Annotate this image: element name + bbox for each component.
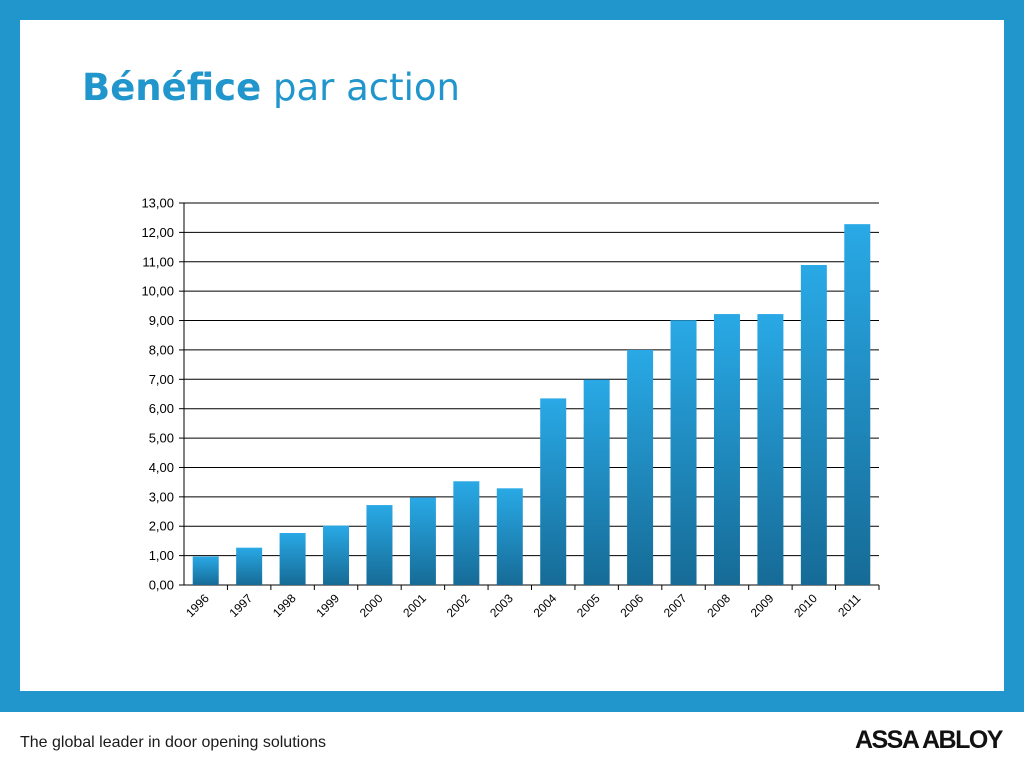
x-tick-labels: 1996 1997 1998 1999 2000 2001 2002 2003 2004 2005… xyxy=(183,591,864,620)
y-tick-label: 0,00 xyxy=(149,578,174,593)
x-tick-label-1999: 1999 xyxy=(313,591,342,620)
x-tick-label-1998: 1998 xyxy=(270,591,299,620)
x-tick-label-1996: 1996 xyxy=(183,591,212,620)
bar-1997 xyxy=(236,547,263,585)
slide-title: Bénéfice par action xyxy=(82,66,460,109)
bar-1999 xyxy=(323,525,350,585)
x-tick-label-1997: 1997 xyxy=(226,591,255,620)
title-bold-word: Bénéfice xyxy=(82,66,262,109)
x-tick-label-2008: 2008 xyxy=(704,591,733,620)
bar-2002 xyxy=(453,481,480,585)
y-tick-label: 6,00 xyxy=(149,401,174,416)
x-tick-label-2007: 2007 xyxy=(661,591,690,620)
bar-2005 xyxy=(583,379,610,585)
bar-2010 xyxy=(800,265,827,585)
y-tick-label: 10,00 xyxy=(141,284,174,299)
bar-1996 xyxy=(192,556,219,585)
y-tick-label: 12,00 xyxy=(141,225,174,240)
x-tick-label-2010: 2010 xyxy=(791,591,820,620)
bar-2008 xyxy=(713,314,740,585)
bar-2009 xyxy=(757,314,784,585)
eps-bar-chart: 0,00 1,00 2,00 3,00 4,00 5,00 6,00 7,00 8,00 9,00… xyxy=(141,196,880,620)
bar-2011 xyxy=(844,224,871,585)
x-tick-label-2002: 2002 xyxy=(444,591,473,620)
x-tick-label-2005: 2005 xyxy=(574,591,603,620)
y-tick-label: 4,00 xyxy=(149,460,174,475)
y-tick-label: 1,00 xyxy=(149,548,174,563)
x-tick-label-2009: 2009 xyxy=(748,591,777,620)
bar-2003 xyxy=(496,488,523,585)
y-tick-label: 7,00 xyxy=(149,372,174,387)
bar-1998 xyxy=(279,532,306,585)
bar-2001 xyxy=(409,497,436,585)
y-tick-label: 8,00 xyxy=(149,342,174,357)
x-tick-label-2006: 2006 xyxy=(617,591,646,620)
x-tick-label-2000: 2000 xyxy=(357,591,386,620)
assa-abloy-logo: ASSA ABLOY xyxy=(854,726,1004,754)
title-rest: par action xyxy=(272,66,460,109)
footer-tagline: The global leader in door opening soluti… xyxy=(20,734,326,751)
y-tick-label: 9,00 xyxy=(149,313,174,328)
x-tick-label-2003: 2003 xyxy=(487,591,516,620)
bar-2004 xyxy=(540,398,567,585)
y-tick-label: 13,00 xyxy=(141,196,174,211)
bar-2006 xyxy=(627,349,654,585)
y-tick-label: 3,00 xyxy=(149,489,174,504)
bars xyxy=(192,224,871,585)
y-tick-label: 5,00 xyxy=(149,431,174,446)
y-tick-label: 11,00 xyxy=(142,254,174,269)
y-tick-labels: 0,00 1,00 2,00 3,00 4,00 5,00 6,00 7,00 8,00 9,00… xyxy=(141,196,174,593)
bar-2007 xyxy=(670,320,697,585)
x-tick-label-2001: 2001 xyxy=(400,591,429,620)
x-tick-label-2011: 2011 xyxy=(835,591,863,619)
y-tick-label: 2,00 xyxy=(149,519,174,534)
bar-2000 xyxy=(366,505,393,585)
x-tick-label-2004: 2004 xyxy=(531,591,560,620)
